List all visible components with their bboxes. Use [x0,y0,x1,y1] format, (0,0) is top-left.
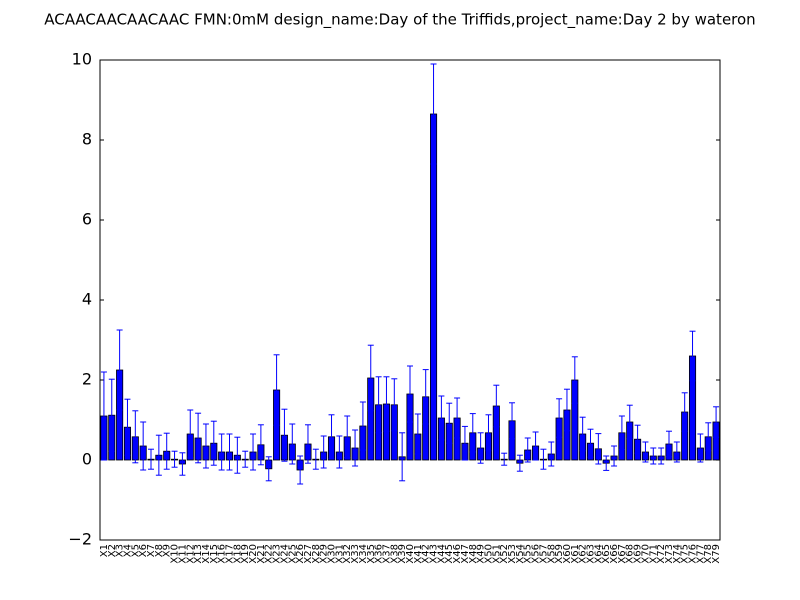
x-tick-label: X2 [107,544,118,557]
x-tick-label: X15 [209,544,220,564]
x-tick-label: X34 [358,544,369,564]
x-tick-label: X56 [531,544,542,564]
x-tick-label: X25 [287,544,298,564]
x-tick-label: X44 [436,544,447,564]
x-tick-label: X3 [115,544,126,557]
x-tick-label: X9 [162,544,173,557]
x-tick-label: X30 [327,544,338,564]
x-tick-label: X75 [680,544,691,564]
x-tick-label: X13 [193,544,204,564]
x-tick-label: X50 [483,544,494,564]
x-tick-label: X54 [515,544,526,564]
x-tick-label: X16 [217,544,228,564]
x-tick-label: X51 [491,544,502,564]
x-tick-label: X37 [381,544,392,564]
x-tick-label: X67 [617,544,628,564]
x-tick-label: X76 [688,544,699,564]
x-tick-label: X49 [476,544,487,564]
y-tick-label: 10 [72,50,92,69]
x-tick-label: X42 [421,544,432,564]
y-tick-label: 4 [82,290,92,309]
x-tick-label: X71 [648,544,659,564]
x-tick-label: X78 [703,544,714,564]
x-tick-label: X46 [452,544,463,564]
x-tick-label: X5 [130,544,141,557]
x-tick-label: X35 [366,544,377,564]
x-tick-label: X36 [374,544,385,564]
x-tick-label: X77 [695,544,706,564]
bar [430,113,438,461]
x-tick-label: X1 [99,544,110,557]
x-tick-label: X20 [248,544,259,564]
x-tick-label: X18 [232,544,243,564]
x-tick-label: X52 [499,544,510,564]
x-tick-label: X27 [303,544,314,564]
x-tick-label: X6 [138,544,149,557]
x-tick-label: X39 [397,544,408,564]
x-tick-label: X4 [122,544,133,557]
x-tick-label: X74 [672,544,683,564]
x-tick-label: X24 [279,544,290,564]
x-tick-label: X70 [640,544,651,564]
x-tick-label: X68 [625,544,636,564]
x-tick-label: X66 [609,544,620,564]
x-tick-label: X21 [256,544,267,564]
x-tick-label: X47 [460,544,471,564]
x-tick-label: X72 [656,544,667,564]
x-tick-label: X60 [562,544,573,564]
x-tick-label: X29 [319,544,330,564]
x-tick-label: X26 [295,544,306,564]
x-tick-label: X63 [586,544,597,564]
x-tick-label: X33 [350,544,361,564]
x-tick-label: X31 [334,544,345,564]
x-tick-label: X7 [146,544,157,557]
y-tick-label: 2 [82,370,92,389]
x-tick-label: X40 [405,544,416,564]
x-tick-label: X53 [507,544,518,564]
x-tick-label: X38 [389,544,400,564]
x-tick-label: X41 [413,544,424,564]
y-tick-label: 8 [82,130,92,149]
plot-frame [99,59,721,541]
x-tick-label: X73 [664,544,675,564]
x-tick-label: X45 [444,544,455,564]
x-tick-label: X11 [177,544,188,564]
chart-title: ACAACAACAACAAC FMN:0mM design_name:Day o… [44,11,755,30]
x-tick-label: X69 [633,544,644,564]
x-tick-label: X10 [170,544,181,564]
x-tick-label: X23 [272,544,283,564]
x-tick-label: X32 [342,544,353,564]
x-tick-label: X62 [578,544,589,564]
x-tick-label: X19 [240,544,251,564]
x-tick-label: X65 [601,544,612,564]
y-tick-label: 6 [82,210,92,229]
y-tick-label: 0 [82,450,92,469]
y-tick-label: −2 [68,530,92,549]
x-tick-label: X8 [154,544,165,557]
x-tick-label: X12 [185,544,196,564]
x-tick-label: X61 [570,544,581,564]
x-tick-label: X55 [523,544,534,564]
x-tick-label: X48 [468,544,479,564]
x-tick-label: X17 [224,544,235,564]
x-tick-label: X58 [546,544,557,564]
x-tick-label: X28 [311,544,322,564]
x-tick-label: X22 [264,544,275,564]
x-tick-label: X79 [711,544,722,564]
x-tick-label: X57 [538,544,549,564]
x-tick-label: X64 [593,544,604,564]
x-tick-label: X14 [201,544,212,564]
x-tick-label: X59 [554,544,565,564]
x-tick-label: X43 [429,544,440,564]
